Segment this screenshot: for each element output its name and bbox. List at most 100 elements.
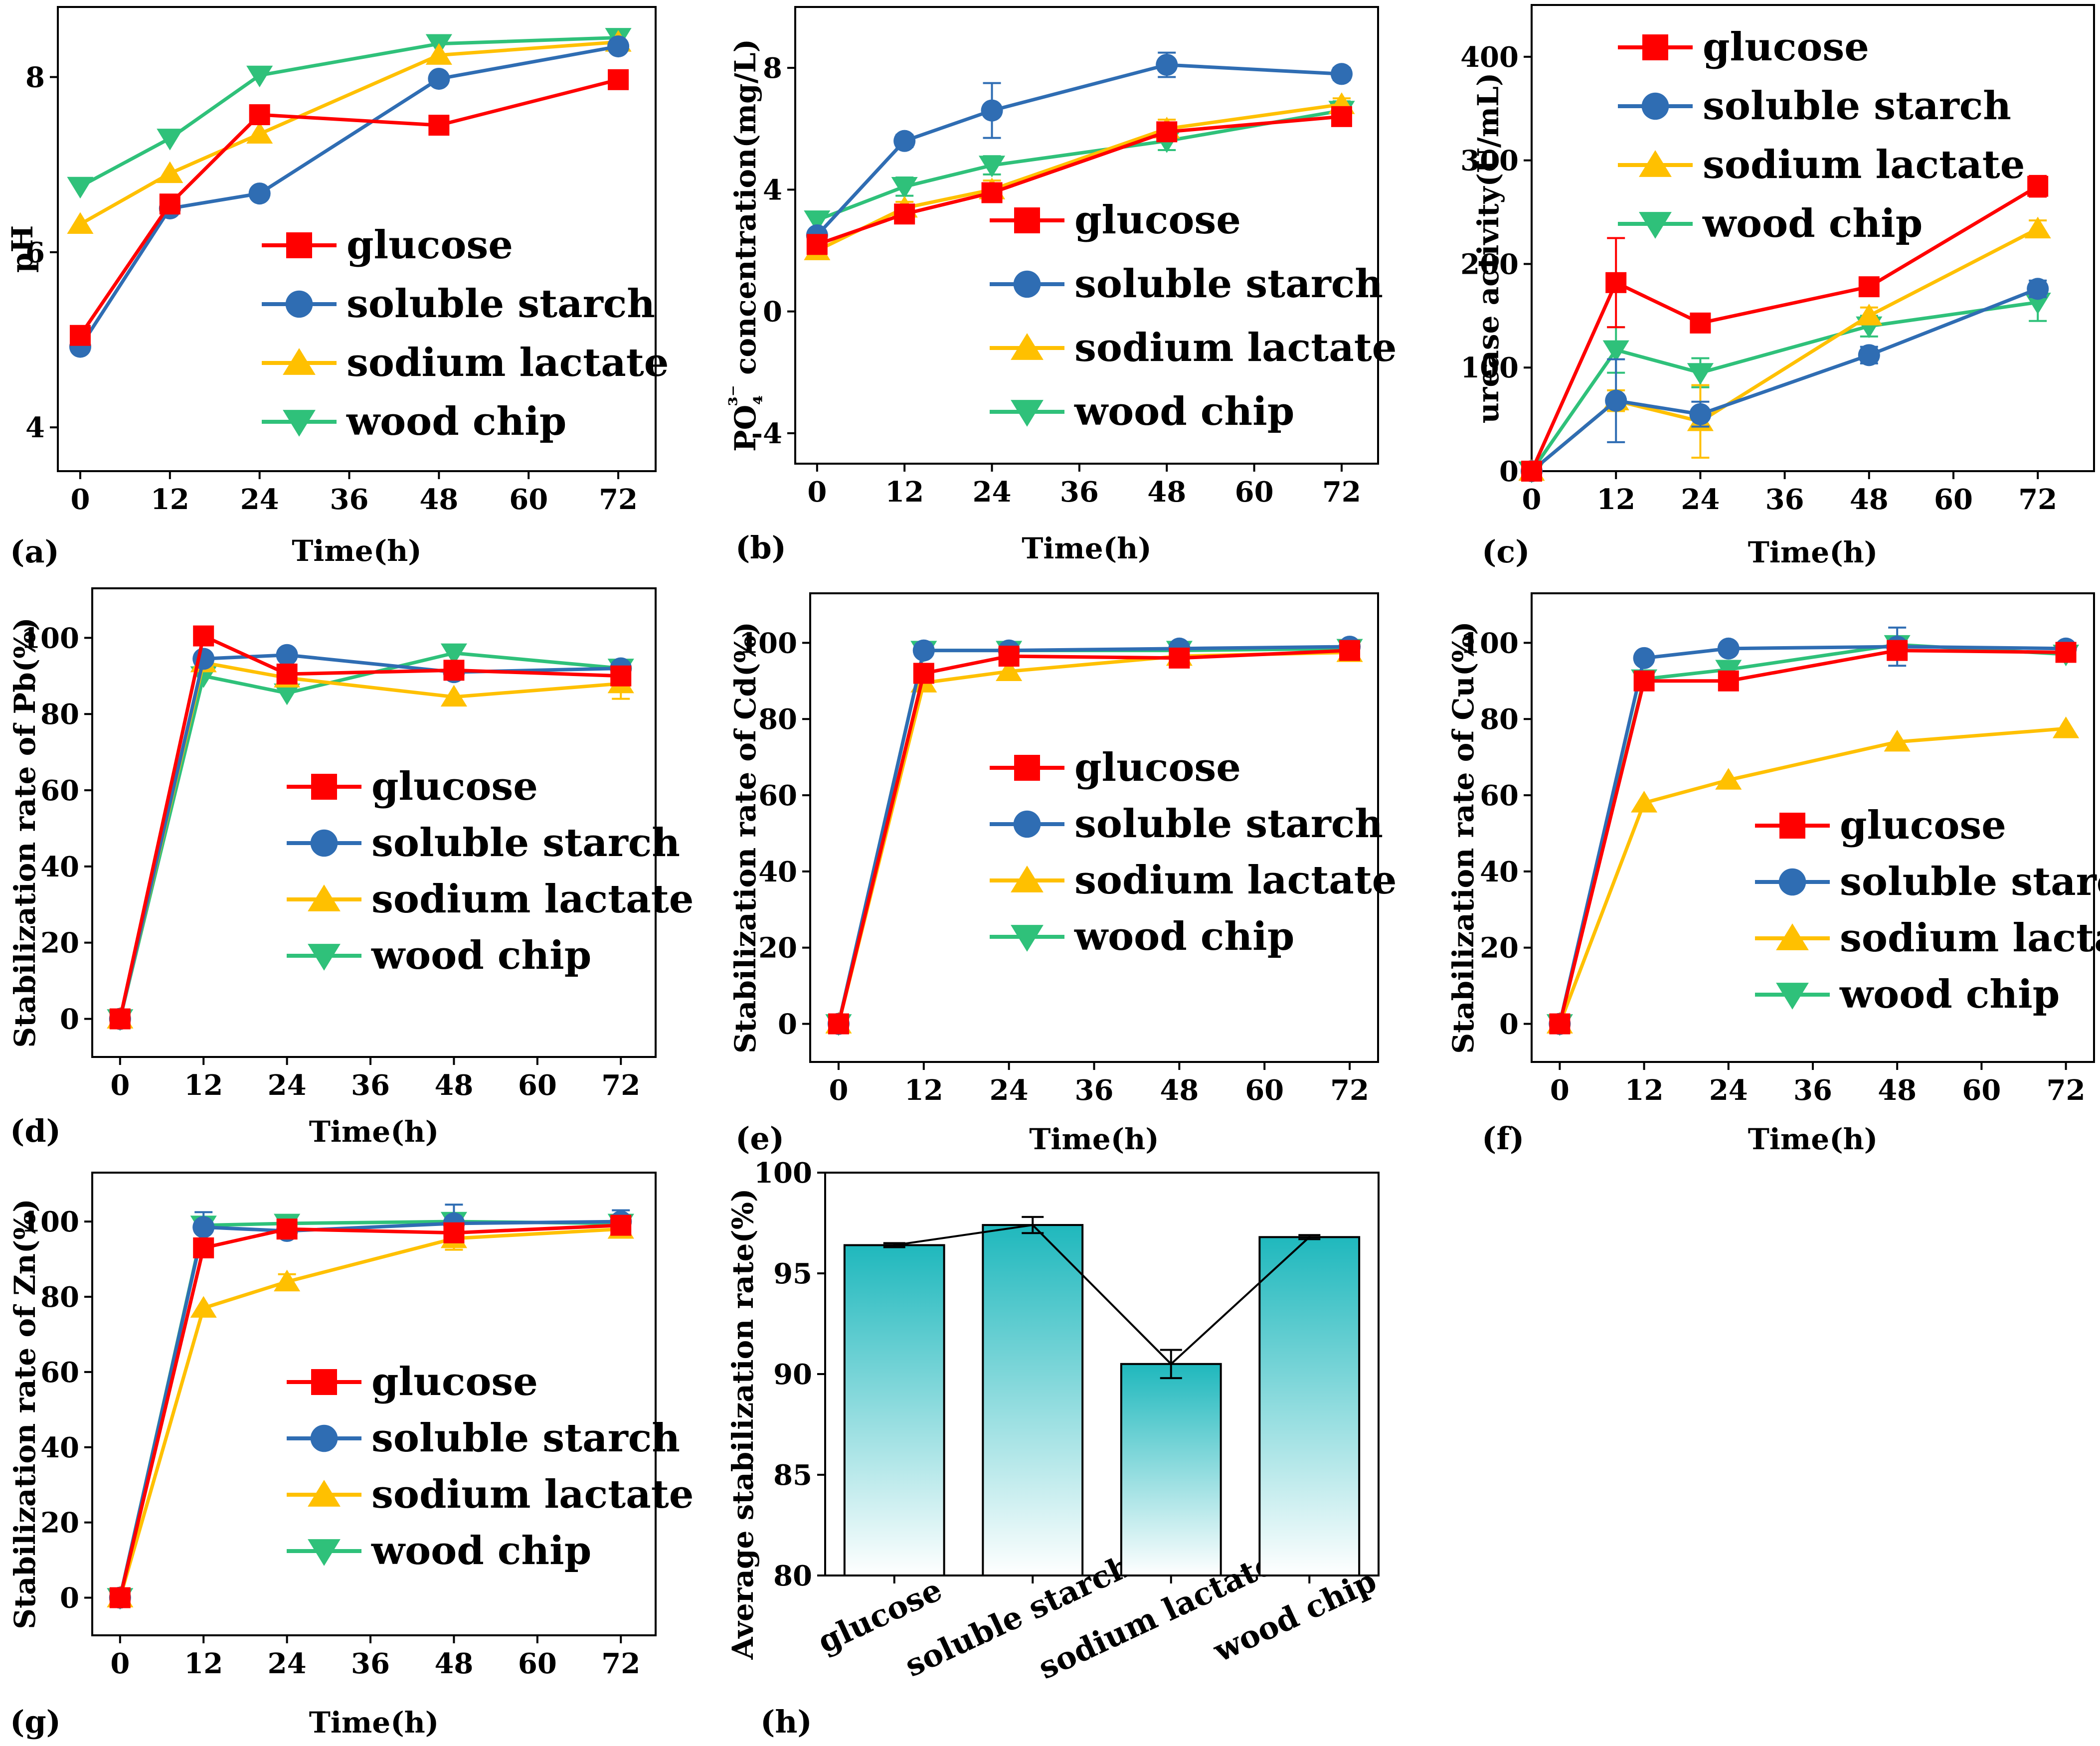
plot-frame-d xyxy=(91,587,657,1058)
panel-c-urease-chart: 0 12 24 36 48 60 72 0 100 200 300 400 glucose soluble… xyxy=(1460,4,2095,570)
legend-marker-wood-chip xyxy=(308,944,341,971)
y-tick-label: 0 xyxy=(60,1582,79,1615)
x-tick-label: 36 xyxy=(1075,1074,1114,1107)
y-tick-label: 100 xyxy=(739,627,797,660)
legend-marker-wood-chip xyxy=(1639,212,1672,239)
data-point-soluble-starch xyxy=(428,67,450,90)
legend-label-sodium-lactate: sodium lactate xyxy=(371,1472,694,1517)
legend-label-wood-chip: wood chip xyxy=(346,399,566,444)
x-tick-label: 0 xyxy=(829,1074,848,1107)
y-tick-label: 20 xyxy=(758,932,797,965)
data-point-glucose xyxy=(193,1237,214,1258)
y-tick-label: 80 xyxy=(40,698,79,731)
legend-marker-glucose xyxy=(1014,755,1040,781)
y-tick-label: 100 xyxy=(754,1157,812,1190)
x-tick-label: 72 xyxy=(1322,476,1361,509)
x-axis-title: Time(h) xyxy=(292,534,422,568)
legend-marker-sodium-lactate xyxy=(283,348,316,375)
legend-marker-glucose xyxy=(286,232,312,258)
y-axis-title: Stabilization rate of Zn(%) xyxy=(8,1199,42,1629)
x-tick-label: 0 xyxy=(1550,1074,1570,1107)
data-point-glucose xyxy=(828,1013,849,1035)
x-tick-label: 72 xyxy=(599,483,638,516)
x-axis-title: Time(h) xyxy=(1022,531,1152,565)
data-point-sodium-lactate xyxy=(274,1269,301,1292)
y-tick-label: 4 xyxy=(25,411,45,444)
y-axis-title: Stabilization rate of Cu(%) xyxy=(1446,621,1480,1053)
data-point-glucose xyxy=(1690,312,1711,334)
legend-marker-glucose xyxy=(1779,813,1805,839)
data-point-glucose xyxy=(249,104,270,126)
x-tick-label: 48 xyxy=(419,483,458,516)
data-point-glucose xyxy=(443,1222,465,1243)
x-tick-label: 24 xyxy=(268,1647,307,1680)
legend-label-sodium-lactate: sodium lactate xyxy=(347,340,669,385)
x-tick-label: 60 xyxy=(1245,1074,1284,1107)
legend-label-wood-chip: wood chip xyxy=(1074,914,1294,959)
y-axis-title-sup: ³⁻ xyxy=(724,385,750,406)
y-tick-label: 300 xyxy=(1460,145,1519,177)
x-tick-label: 24 xyxy=(268,1069,307,1102)
legend-marker-wood-chip xyxy=(1011,925,1044,952)
data-point-glucose xyxy=(1633,670,1655,692)
legend-label-sodium-lactate: sodium lactate xyxy=(371,876,694,922)
y-axis-title-sub: ₄ xyxy=(742,395,768,405)
x-axis-title: Time(h) xyxy=(1748,535,1878,569)
y-tick-label: 80 xyxy=(758,703,797,736)
legend-marker-soluble-starch xyxy=(285,290,313,318)
data-point-glucose xyxy=(610,665,632,687)
y-tick-label: 6 xyxy=(25,236,45,269)
x-tick-label: 12 xyxy=(1625,1074,1664,1107)
data-point-soluble-starch xyxy=(1717,637,1740,660)
y-axis-title: Average stabilization rate(%) xyxy=(726,1189,760,1660)
data-point-wood-chip xyxy=(274,683,301,705)
data-point-glucose xyxy=(610,1215,632,1236)
legend-label-soluble-starch: soluble starch xyxy=(371,820,680,866)
panel-d-pb-chart: 0 12 24 36 48 60 72 0 20 40 60 80 100 glucose soluble … xyxy=(8,587,694,1149)
x-tick-label: 12 xyxy=(904,1074,943,1107)
x-axis-title: Time(h) xyxy=(1748,1122,1878,1156)
legend-label-soluble-starch: soluble starch xyxy=(371,1415,680,1461)
y-tick-label: 80 xyxy=(1480,703,1519,736)
y-tick-label: -4 xyxy=(751,417,782,450)
x-tick-label: 0 xyxy=(1522,483,1542,516)
data-point-glucose xyxy=(608,69,629,90)
x-tick-label: 72 xyxy=(2018,483,2057,516)
x-tick-label: 60 xyxy=(518,1647,557,1680)
panel-label: (g) xyxy=(10,1704,61,1740)
legend-marker-glucose xyxy=(311,774,337,800)
data-point-soluble-starch xyxy=(192,1216,215,1238)
x-tick-label: 36 xyxy=(1765,483,1804,516)
legend-label-soluble-starch: soluble starch xyxy=(1703,83,2011,129)
legend-label-glucose: glucose xyxy=(1074,745,1241,790)
x-tick-label: 72 xyxy=(2047,1074,2086,1107)
legend-marker-wood-chip xyxy=(283,410,316,437)
data-point-soluble-starch xyxy=(1633,647,1655,669)
data-point-glucose xyxy=(193,625,214,647)
data-point-glucose xyxy=(276,663,298,685)
y-tick-label: 80 xyxy=(40,1281,79,1314)
legend-label-glucose: glucose xyxy=(1840,803,2006,848)
legend-label-soluble-starch: soluble starch xyxy=(347,281,655,327)
x-tick-label: 36 xyxy=(351,1069,390,1102)
legend-marker-wood-chip xyxy=(1776,983,1809,1010)
y-tick-label: 60 xyxy=(758,779,797,812)
data-point-sodium-lactate xyxy=(67,212,94,234)
bar-soluble-starch xyxy=(982,1224,1084,1577)
data-point-wood-chip xyxy=(1602,340,1629,362)
x-tick-label: 48 xyxy=(1850,483,1889,516)
y-tick-label: 80 xyxy=(773,1560,812,1592)
data-point-glucose xyxy=(109,1587,131,1608)
legend-label-soluble-starch: soluble starch xyxy=(1840,859,2100,904)
y-tick-label: 20 xyxy=(40,927,79,960)
plot-frame-g xyxy=(91,1172,657,1636)
data-point-sodium-lactate xyxy=(1631,791,1658,813)
y-axis-title-part: concentration(mg/L) xyxy=(728,39,762,385)
y-tick-label: 0 xyxy=(60,1003,79,1036)
x-tick-label: 48 xyxy=(1160,1074,1199,1107)
legend-label-wood-chip: wood chip xyxy=(1702,201,1923,246)
bar-sodium-lactate xyxy=(1120,1363,1222,1577)
legend-label-glucose: glucose xyxy=(1074,197,1241,243)
y-tick-label: 0 xyxy=(763,296,782,329)
legend-label-soluble-starch: soluble starch xyxy=(1074,261,1383,307)
